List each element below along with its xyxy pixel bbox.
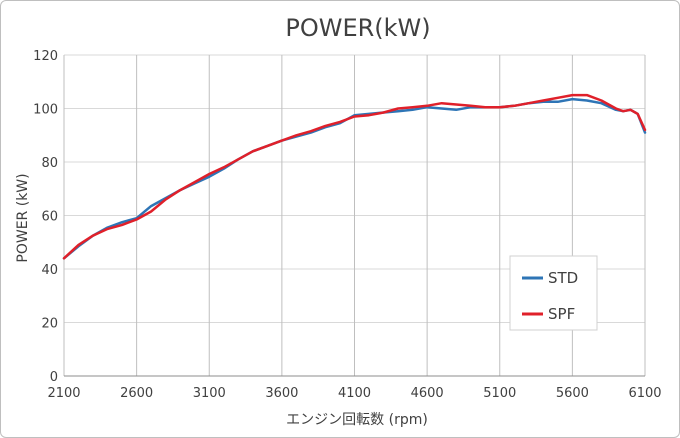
legend-box [509,255,598,331]
series-line-spf [62,93,647,260]
x-tick-label: 2100 [47,386,80,401]
x-tick-label: 5600 [556,386,589,401]
x-tick-label: 2600 [120,386,153,401]
y-tick-label: 80 [41,156,58,171]
y-tick-labels: 0 20 40 60 80 100 120 [33,49,58,385]
x-tick-label: 4600 [411,386,444,401]
series-lines [62,93,647,260]
x-tick-label: 5100 [483,386,516,401]
x-tick-label: 3100 [193,386,226,401]
y-tick-label: 100 [33,103,58,118]
x-tick-label: 3600 [265,386,298,401]
x-tick-label: 4100 [338,386,371,401]
chart-title: POWER(kW) [285,14,430,42]
x-tick-label: 6100 [628,386,661,401]
x-axis-title: エンジン回転数 (rpm) [286,412,428,428]
y-tick-label: 20 [41,317,58,332]
y-tick-label: 120 [33,49,58,64]
y-tick-label: 0 [50,370,58,385]
legend-label-spf: SPF [548,305,575,323]
y-axis-title: POWER (kW) [15,173,31,262]
legend: STD SPF [509,255,598,331]
x-tick-labels: 2100 2600 3100 3600 4100 4600 5100 5600 6100 [47,386,661,401]
y-tick-label: 40 [41,263,58,278]
legend-label-std: STD [548,269,578,287]
y-tick-label: 60 [41,210,58,225]
grid-lines [63,54,646,377]
